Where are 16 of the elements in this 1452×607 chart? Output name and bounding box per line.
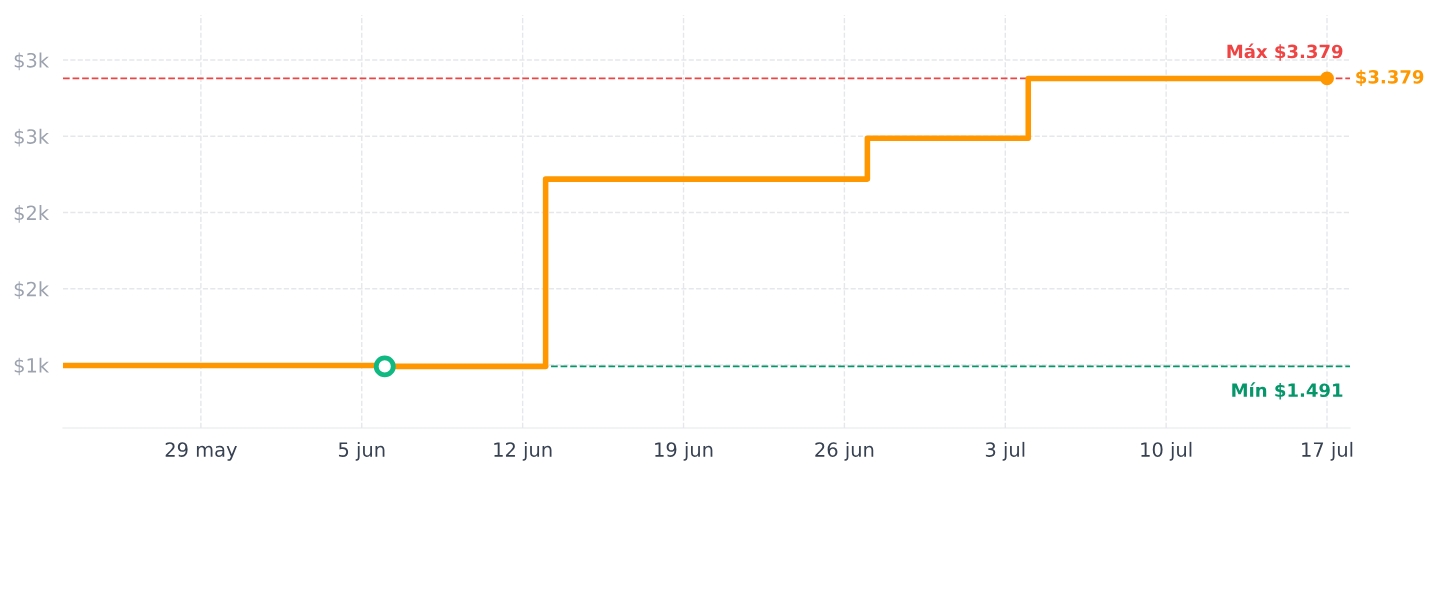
y-tick-label: $3k bbox=[14, 128, 50, 147]
x-tick-label: 5 jun bbox=[338, 441, 385, 461]
y-tick-label: $2k bbox=[14, 205, 50, 223]
x-tick-label: 10 jul bbox=[1141, 441, 1192, 461]
ref-line-label: Máx $3.379 bbox=[1227, 43, 1343, 61]
x-tick-label: 29 may bbox=[165, 442, 237, 461]
y-tick-label: $3k bbox=[14, 52, 50, 71]
x-tick-label: 19 jun bbox=[655, 441, 713, 461]
x-tick-label: 12 jun bbox=[494, 441, 552, 461]
ref-line-label: Mín $1.491 bbox=[1232, 382, 1343, 400]
y-tick-label: $2k bbox=[14, 281, 50, 299]
x-tick-label: 3 jul bbox=[985, 441, 1025, 461]
x-tick-label: 17 jul bbox=[1302, 441, 1353, 461]
x-tick-label: 26 jun bbox=[815, 441, 874, 461]
annotation: $3.379 bbox=[1356, 69, 1424, 87]
y-tick-label: $1k bbox=[14, 357, 50, 376]
